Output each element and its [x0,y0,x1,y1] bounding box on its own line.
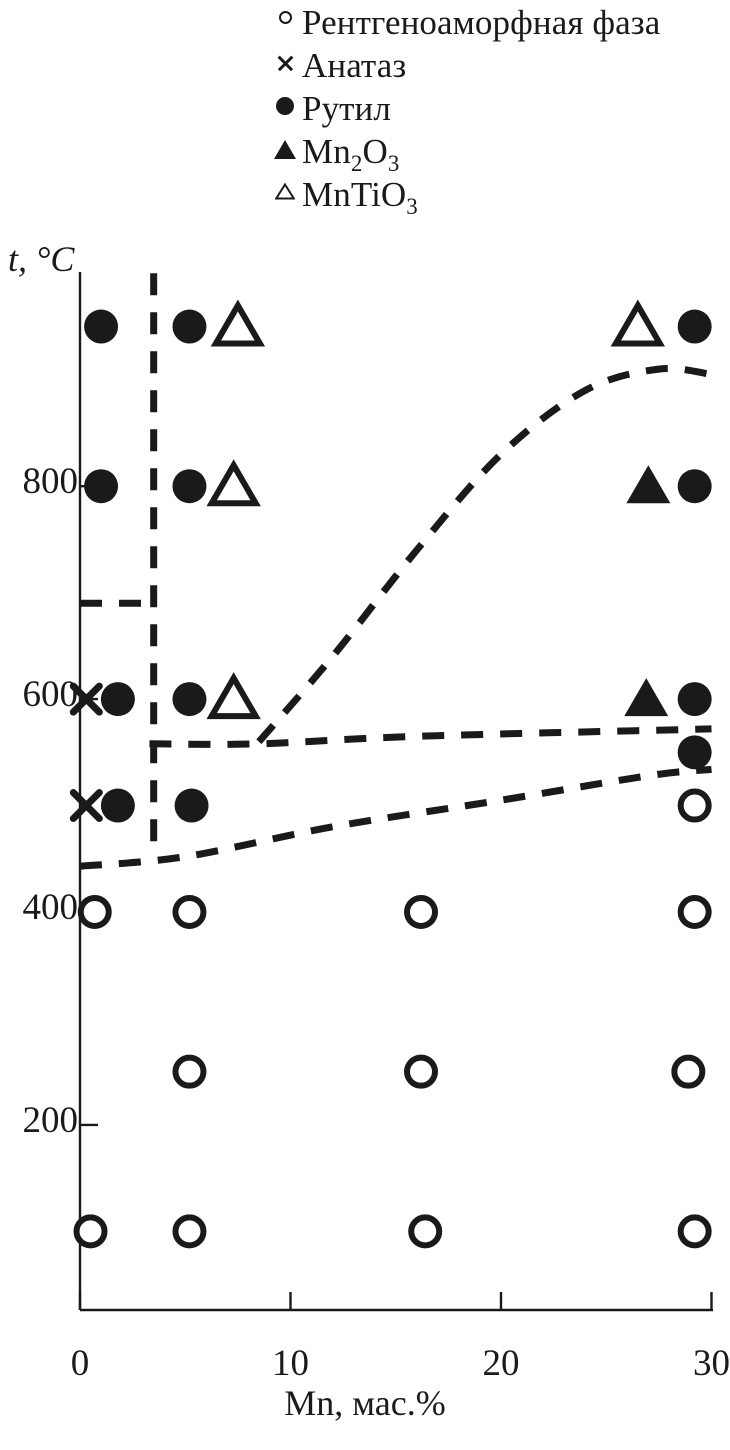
data-point-filled-circle [172,682,207,717]
data-point-open-circle [677,788,712,823]
y-tick-label: 800 [22,461,79,503]
data-point-open-triangle [210,299,266,347]
data-point-open-circle [671,1054,706,1089]
chart-legend: Рентгеноаморфная фаза Анатаз Рутил Mn2O3… [268,2,728,219]
legend-item-label: Анатаз [302,46,407,85]
filled-circle-icon [268,88,302,115]
data-point-open-circle [172,1054,207,1089]
data-point-open-circle [408,1214,443,1249]
data-point-filled-circle [84,469,119,504]
axis-ticks [78,485,713,1310]
data-point-open-circle [172,1214,207,1249]
data-point-filled-circle [677,309,712,344]
boundary-rutile-rise-boundary [256,365,712,744]
data-point-cross [69,789,103,823]
y-tick-label: 600 [22,674,79,716]
phase-boundaries [79,273,712,870]
y-axis-label: t, °C [8,239,75,279]
x-tick-label: 10 [272,1343,309,1384]
data-point-open-triangle [206,459,261,507]
data-point-filled-triangle [624,678,669,717]
data-point-filled-circle [100,788,135,823]
open-circle-icon [268,2,302,24]
data-point-filled-circle [677,682,712,717]
data-point-open-triangle [610,299,666,347]
data-point-open-circle [404,1054,439,1089]
data-point-filled-circle [100,682,135,717]
legend-item-label: Mn2O3 [302,132,400,176]
legend-item-label: Рентгеноаморфная фаза [302,3,661,42]
legend-item-label: MnTiO3 [302,175,418,219]
data-point-filled-circle [677,735,712,770]
x-tick-label: 30 [693,1343,730,1384]
data-point-open-circle [172,895,207,929]
data-point-open-circle [677,895,712,929]
data-point-open-circle [404,895,439,929]
data-point-open-circle [73,1214,108,1249]
data-point-filled-circle [677,469,712,504]
legend-item-label: Рутил [302,89,391,128]
data-point-open-circle [77,895,112,929]
y-tick-label: 200 [22,1099,79,1141]
legend-item-mn2o3: Mn2O3 [268,131,728,176]
y-tick-label: 400 [22,887,79,928]
data-point-filled-circle [84,309,119,344]
boundary-lower-amorphous-boundary [79,765,712,870]
open-triangle-icon [268,174,302,200]
legend-item-amorphous: Рентгеноаморфная фаза [268,2,728,44]
x-tick-label: 20 [482,1343,520,1384]
data-markers [69,299,712,1249]
data-point-open-triangle [206,672,261,720]
legend-item-anatase: Анатаз [268,45,728,87]
legend-item-mntio3: MnTiO3 [268,174,728,219]
data-point-filled-circle [172,469,207,504]
data-point-open-circle [677,1214,712,1249]
data-point-cross [69,682,103,716]
legend-item-rutile: Рутил [268,88,728,130]
data-point-filled-triangle [626,465,671,504]
boundary-middle-horizontal-boundary [149,725,712,748]
x-axis-label: Mn, мас.% [284,1383,446,1423]
filled-triangle-icon [268,131,302,159]
x-tick-label: 0 [70,1343,90,1384]
data-point-filled-circle [174,788,209,823]
data-point-filled-circle [172,309,207,344]
